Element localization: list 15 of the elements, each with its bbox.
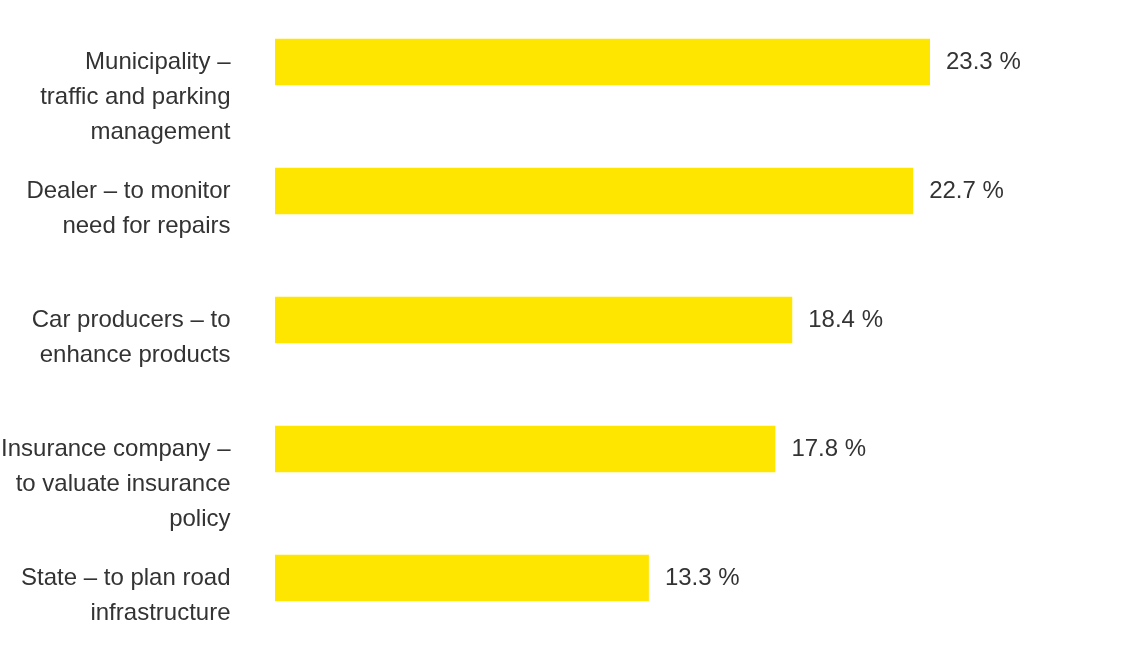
y-tick-label: Insurance company – to valuate insurance policy [1,434,232,532]
bar [275,38,930,86]
y-tick-label: Dealer – to monitor need for repairs [26,175,231,238]
data-label: 18.4 % [808,305,883,332]
y-tick-label: Municipality – traffic and parking management [40,46,232,144]
data-label: 22.7 % [929,175,1004,203]
data-label: 17.8 % [791,434,867,462]
data-label: 13.3 % [664,563,740,591]
bar [275,425,776,473]
data-label: 23.3 % [946,46,1021,74]
bar [275,167,914,215]
bar [275,554,649,602]
bar [275,296,793,344]
y-tick-label: Car producers – to enhance products [31,305,231,367]
y-tick-label: State – to plan road infrastructure [21,563,231,626]
